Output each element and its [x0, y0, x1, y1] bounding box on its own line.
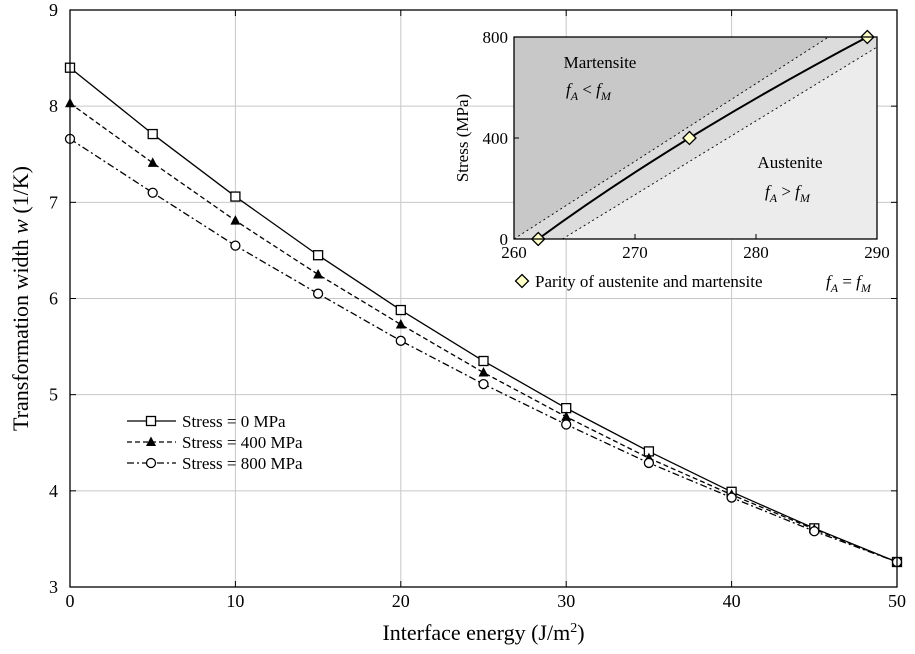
- y-tick-label: 6: [49, 289, 58, 309]
- x-axis-title: Interface energy (J/m2): [382, 620, 584, 645]
- series-1-point: [313, 268, 324, 279]
- inset-x-tick-label: 270: [622, 243, 648, 262]
- x-tick-label: 40: [723, 591, 741, 611]
- series-1-point: [395, 318, 406, 329]
- legend-marker-0: [145, 415, 157, 427]
- series-2-point: [312, 288, 324, 299]
- series-1-point: [478, 367, 489, 377]
- expr-part: <: [578, 80, 596, 99]
- boundary-line-1: [562, 46, 878, 240]
- y-tick-label: 9: [49, 0, 58, 20]
- legend-label-0: Stress = 0 MPa: [182, 412, 286, 431]
- expr-part: >: [777, 182, 795, 201]
- x-tick-label: 50: [888, 591, 906, 611]
- inset-markers: [530, 29, 875, 247]
- expr-part: f: [795, 182, 802, 201]
- series-0-point: [230, 191, 241, 202]
- series-0-point: [561, 402, 572, 414]
- x-tick-label: 0: [66, 591, 75, 611]
- inset-axis-ticks: 260 270 280 290 0 400 800 Stress (MPa): [453, 28, 890, 262]
- expr-part: f: [826, 272, 833, 291]
- main-legend: Stress = 0 MPa Stress = 400 MPa Stress = 8…: [127, 412, 303, 473]
- series-2-point: [809, 526, 820, 537]
- x-tick-label: 20: [392, 591, 410, 611]
- parity-condition: fA = fM: [826, 272, 872, 295]
- parity-point: [682, 130, 697, 146]
- inset-y-tick-label: 400: [483, 129, 509, 148]
- legend-label-1: Stress = 400 MPa: [182, 433, 303, 452]
- inset-y-tick-label: 0: [500, 230, 509, 249]
- main-axis-ticks: 0 10 20 30 40 50 3 4 5 6 7 8 9: [49, 0, 906, 611]
- expr-part: A: [769, 191, 778, 205]
- austenite-condition: fA > fM: [765, 182, 811, 205]
- x-tick-label: 10: [226, 591, 244, 611]
- y-tick-label: 4: [49, 481, 58, 501]
- expr-part: f: [856, 272, 863, 291]
- series-2-point: [561, 419, 572, 430]
- series-0-point: [395, 304, 406, 316]
- series-2-point: [726, 492, 737, 503]
- austenite-label: Austenite: [757, 153, 822, 172]
- martensite-label: Martensite: [564, 53, 637, 72]
- inset-x-tick-label: 260: [501, 243, 527, 262]
- y-tick-label: 5: [49, 385, 58, 405]
- y-tick-label: 8: [49, 96, 58, 116]
- legend-marker-1: [146, 436, 156, 446]
- expr-part: M: [799, 191, 811, 205]
- expr-part: =: [838, 272, 856, 291]
- series-line-1: [69, 102, 898, 563]
- martensite-condition: fA < fM: [566, 80, 612, 103]
- inset-y-axis-title: Stress (MPa): [453, 94, 472, 182]
- series-1-point: [561, 411, 572, 421]
- expr-part: f: [765, 182, 772, 201]
- series-1-point: [230, 215, 241, 225]
- series-1-point: [147, 157, 158, 167]
- austenite-region: [562, 47, 877, 239]
- series-2-point: [147, 187, 158, 198]
- expr-part: f: [566, 80, 573, 99]
- legend-label-2: Stress = 800 MPa: [182, 454, 303, 473]
- y-tick-label: 7: [49, 192, 58, 212]
- expr-part: M: [860, 281, 872, 295]
- expr-part: A: [830, 281, 839, 295]
- expr-part: A: [570, 89, 579, 103]
- series-2-point: [643, 457, 655, 469]
- legend-marker-2: [145, 457, 157, 469]
- expr-part: f: [596, 80, 603, 99]
- inset-legend-label: Parity of austenite and martensite: [535, 272, 763, 291]
- inset-legend: Parity of austenite and martensite fA = f…: [514, 272, 872, 295]
- series-2-point: [395, 335, 406, 346]
- series-2-point: [230, 240, 241, 251]
- inset-legend-marker: [514, 273, 530, 289]
- y-tick-label: 3: [49, 577, 58, 597]
- x-tick-label: 30: [557, 591, 575, 611]
- series-2-point: [478, 378, 489, 390]
- inset-x-tick-label: 290: [864, 243, 890, 262]
- y-axis-title: Transformation width w (1/K): [8, 166, 33, 431]
- expr-part: M: [600, 89, 612, 103]
- series-0-point: [147, 128, 158, 140]
- inset-y-tick-label: 800: [483, 28, 509, 47]
- inset-x-tick-label: 280: [743, 243, 769, 262]
- series-0-point: [312, 250, 324, 261]
- boundary-line-0: [513, 36, 829, 240]
- series-0-point: [478, 355, 489, 367]
